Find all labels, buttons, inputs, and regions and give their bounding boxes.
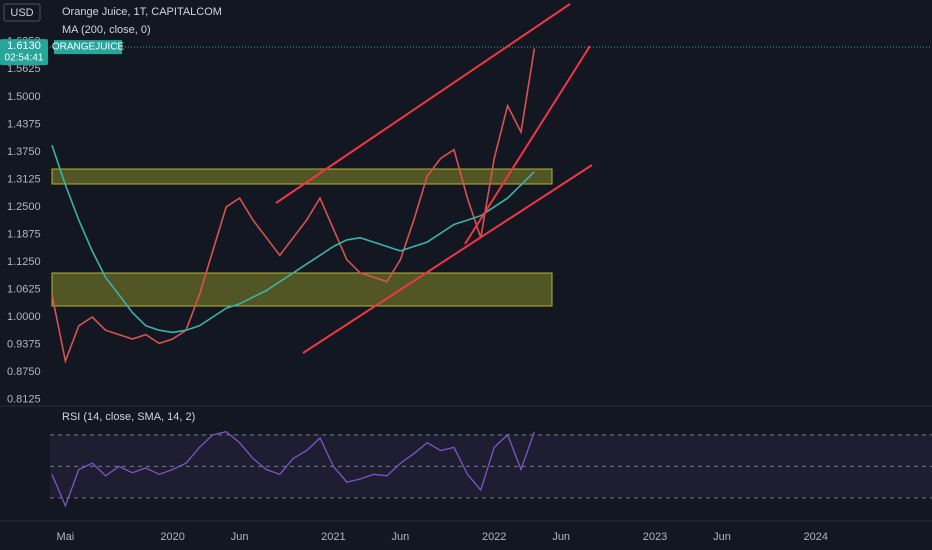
x-tick-label: 2022 <box>482 531 506 543</box>
y-tick-label: 0.8125 <box>7 393 41 405</box>
y-tick-label: 1.0000 <box>7 311 41 323</box>
series-line <box>51 48 536 364</box>
zones <box>51 168 553 307</box>
y-tick-label: 1.5625 <box>7 63 41 75</box>
price-label: 1.6130 <box>7 40 41 52</box>
y-tick-label: 1.3750 <box>7 146 41 158</box>
x-tick-label: Jun <box>713 531 731 543</box>
trend-line <box>464 45 591 245</box>
y-tick-label: 1.1875 <box>7 228 41 240</box>
price-tag <box>0 39 48 66</box>
trend-line <box>302 164 593 354</box>
y-tick-label: 1.4375 <box>7 118 41 130</box>
x-tick-label: Mai <box>57 531 75 543</box>
trend-line <box>275 3 571 204</box>
x-tick-label: Jun <box>392 531 410 543</box>
y-tick-label: 1.5000 <box>7 91 41 103</box>
y-tick-label: 0.8750 <box>7 366 41 378</box>
legend-label: Orange Juice, 1T, CAPITALCOM <box>62 6 222 18</box>
series-line <box>51 430 536 508</box>
x-tick-label: Jun <box>231 531 249 543</box>
y-tick-label: 1.3125 <box>7 173 41 185</box>
legend-label: RSI (14, close, SMA, 14, 2) <box>62 411 195 423</box>
currency-box <box>3 3 41 22</box>
currency-label: USD <box>10 7 33 19</box>
legend-label: MA (200, close, 0) <box>62 24 151 36</box>
y-tick-label: 1.1250 <box>7 256 41 268</box>
symbol-tag <box>54 40 122 55</box>
countdown: 02:54:41 <box>5 53 44 64</box>
rsi-band <box>50 434 932 497</box>
y-tick-label: 1.2500 <box>7 201 41 213</box>
channel-lines <box>275 3 593 354</box>
x-tick-label: 2023 <box>643 531 667 543</box>
zone <box>51 272 553 307</box>
symbol-label: ORANGEJUICE <box>52 42 125 53</box>
x-tick-label: 2021 <box>321 531 345 543</box>
x-tick-label: 2024 <box>804 531 828 543</box>
x-tick-label: Jun <box>552 531 570 543</box>
y-tick-label: 1.0625 <box>7 283 41 295</box>
series-line <box>51 145 535 334</box>
y-tick-label: 0.9375 <box>7 338 41 350</box>
zone <box>51 168 553 185</box>
overlays: Orange Juice, 1T, CAPITALCOM MA (200, clo… <box>0 3 932 423</box>
x-tick-label: 2020 <box>160 531 184 543</box>
